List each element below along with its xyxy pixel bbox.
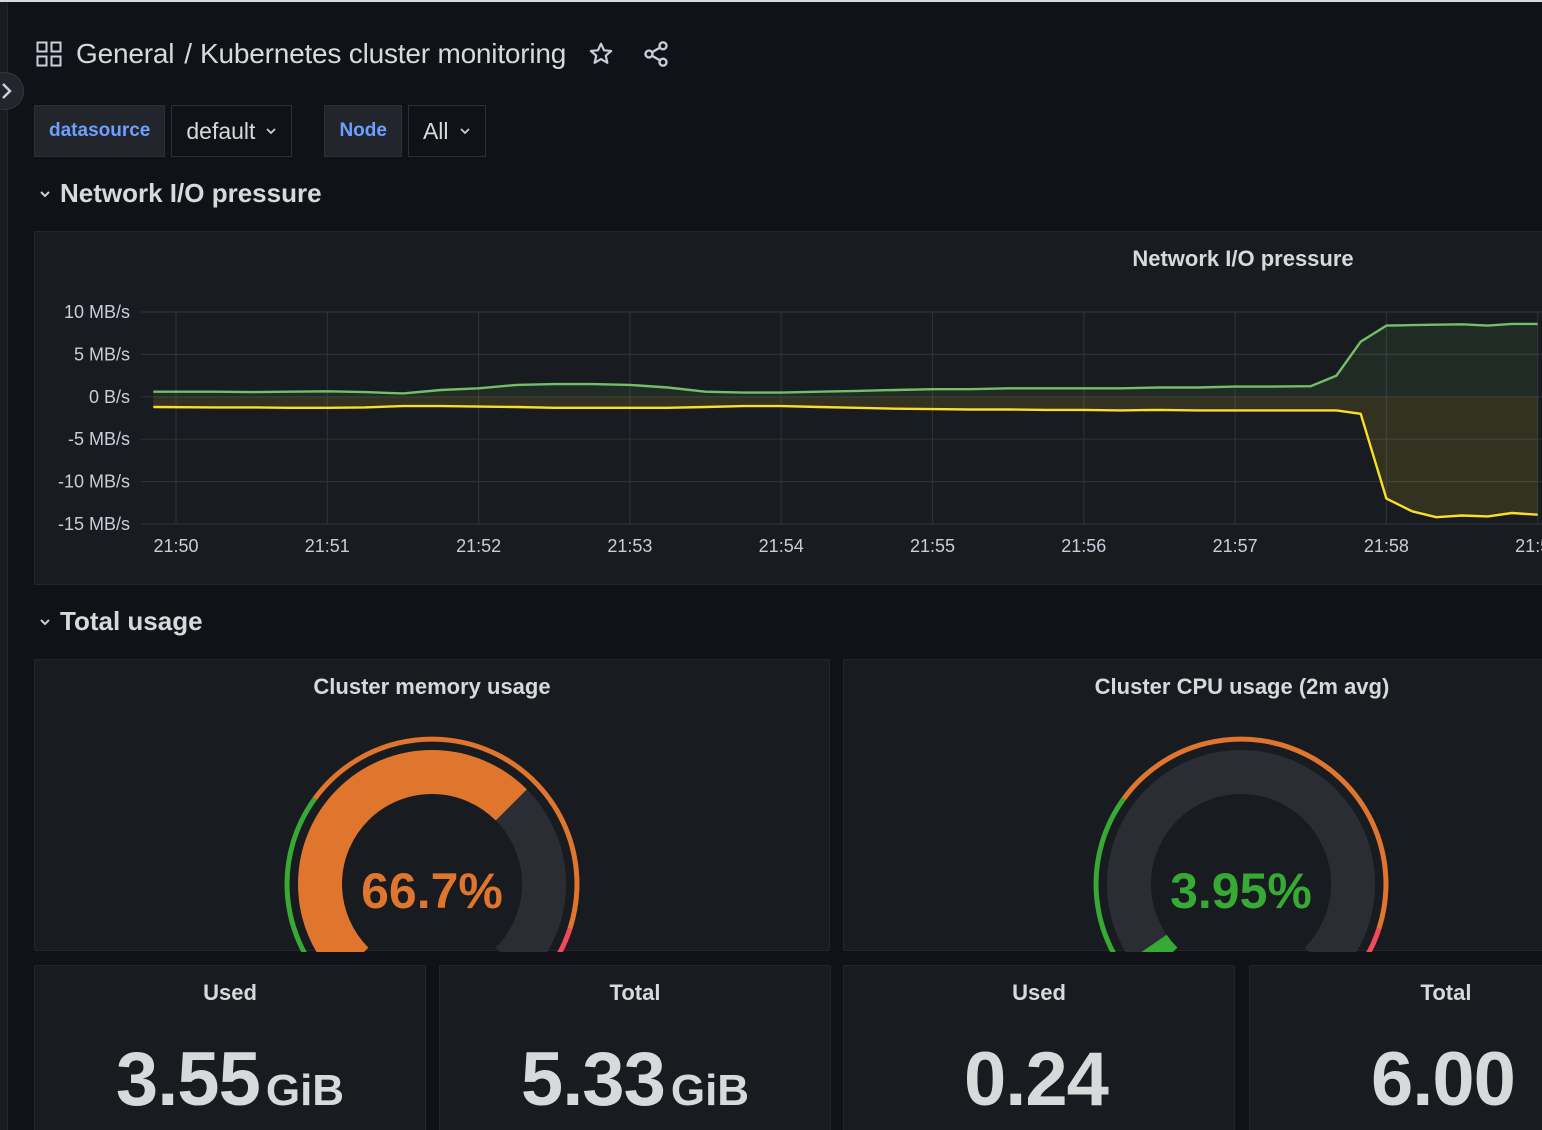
cpu-used-stat[interactable]: Used 0.24 <box>843 965 1235 1130</box>
stat-value: 0.24 <box>844 1036 1234 1123</box>
chevron-right-icon <box>2 83 12 99</box>
y-tick-label: 10 MB/s <box>64 302 130 322</box>
template-variables: datasource default Node All <box>34 105 486 157</box>
x-tick-label: 21:54 <box>759 536 804 556</box>
panel-title: Total <box>1420 980 1472 1005</box>
y-tick-label: -15 MB/s <box>58 514 130 534</box>
gauge-threshold-arc <box>1366 928 1382 952</box>
x-tick-label: 21:58 <box>1364 536 1409 556</box>
gauge-track <box>1107 750 1375 952</box>
memory-total-stat[interactable]: Total 5.33 GiB <box>439 965 831 1130</box>
share-icon[interactable] <box>642 40 670 68</box>
row-title: Total usage <box>60 606 203 636</box>
panel-title: Total <box>609 980 661 1005</box>
breadcrumb-separator: / <box>184 38 192 69</box>
panel-title: Used <box>203 980 257 1005</box>
x-tick-label: 21:52 <box>456 536 501 556</box>
chevron-down-icon <box>266 128 277 135</box>
x-tick-label: 21:51 <box>305 536 350 556</box>
variable-label-datasource: datasource <box>34 105 166 157</box>
stat-number: 6.00 <box>1371 1037 1516 1122</box>
x-tick-label: 21:59 <box>1515 536 1542 556</box>
stat-number: 3.55 <box>115 1037 261 1122</box>
side-menu-rail <box>0 2 8 1130</box>
chevron-down-icon <box>459 128 470 135</box>
chevron-down-icon <box>40 618 50 625</box>
stat-unit: GiB <box>670 1066 750 1115</box>
apps-grid-icon <box>36 41 62 67</box>
row-header-usage[interactable]: Total usage <box>38 606 203 637</box>
x-tick-label: 21:57 <box>1213 536 1258 556</box>
panel-title: Used <box>1012 980 1066 1005</box>
row-header-network[interactable]: Network I/O pressure <box>38 178 322 209</box>
variable-select-datasource[interactable]: default <box>171 105 293 157</box>
window-top-border <box>0 0 1542 2</box>
variable-value: default <box>186 117 256 144</box>
series-line <box>153 404 1538 519</box>
y-tick-label: 5 MB/s <box>74 344 130 364</box>
memory-gauge: 66.7% <box>284 736 580 952</box>
stat-value: 6.00 <box>1250 1036 1542 1123</box>
panel-title: Cluster CPU usage (2m avg) <box>1094 674 1390 699</box>
stat-number: 0.24 <box>964 1037 1109 1122</box>
network-io-panel[interactable]: Network I/O pressure 10 MB/s 5 MB/s 0 B/s -… <box>34 231 1542 585</box>
cpu-total-stat[interactable]: Total 6.00 <box>1249 965 1542 1130</box>
star-icon[interactable] <box>588 41 614 67</box>
gauge-threshold-arc <box>312 736 580 930</box>
row-title: Network I/O pressure <box>60 178 322 208</box>
network-io-chart: 10 MB/s 5 MB/s 0 B/s -5 MB/s -10 MB/s -15 MB/… <box>58 302 1542 556</box>
series-area <box>153 323 1538 397</box>
dashboard-title[interactable]: Kubernetes cluster monitoring <box>200 38 567 69</box>
dashboard-header: General / Kubernetes cluster monitoring <box>36 36 670 72</box>
y-tick-label: 0 B/s <box>89 387 130 407</box>
stat-number: 5.33 <box>520 1037 666 1122</box>
panel-title: Cluster memory usage <box>313 674 551 699</box>
x-tick-label: 21:56 <box>1061 536 1106 556</box>
panel-title: Network I/O pressure <box>1132 246 1354 271</box>
x-tick-label: 21:53 <box>607 536 652 556</box>
series-area <box>153 396 1538 518</box>
x-tick-label: 21:55 <box>910 536 955 556</box>
variable-label-node: Node <box>324 105 402 157</box>
expand-menu-button[interactable] <box>0 72 24 110</box>
y-tick-label: -10 MB/s <box>58 472 130 492</box>
variable-value: All <box>422 117 449 144</box>
gauge-value-arc <box>298 750 527 952</box>
variable-select-node[interactable]: All <box>407 105 486 157</box>
series-line <box>153 322 1538 395</box>
cpu-gauge-panel[interactable]: Cluster CPU usage (2m avg) 3.95% <box>843 659 1542 952</box>
memory-gauge-panel[interactable]: Cluster memory usage 66.7% <box>34 659 830 952</box>
gauge-value-arc <box>1141 934 1178 952</box>
gauge-threshold-arc <box>1093 797 1126 952</box>
stat-unit: GiB <box>265 1066 345 1115</box>
gauge-threshold-arc <box>557 928 573 952</box>
chevron-down-icon <box>40 190 50 197</box>
memory-used-stat[interactable]: Used 3.55 GiB <box>34 965 426 1130</box>
stat-value: 3.55 GiB <box>35 1036 425 1123</box>
gauge-value: 66.7% <box>361 863 503 919</box>
stat-value: 5.33 GiB <box>440 1036 830 1123</box>
x-tick-label: 21:50 <box>153 536 198 556</box>
gauge-value: 3.95% <box>1170 863 1312 919</box>
gauge-threshold-arc <box>284 797 317 952</box>
y-tick-label: -5 MB/s <box>68 429 130 449</box>
breadcrumb-folder[interactable]: General <box>76 38 175 69</box>
gauge-threshold-arc <box>1121 736 1389 930</box>
cpu-gauge: 3.95% <box>1093 736 1389 952</box>
